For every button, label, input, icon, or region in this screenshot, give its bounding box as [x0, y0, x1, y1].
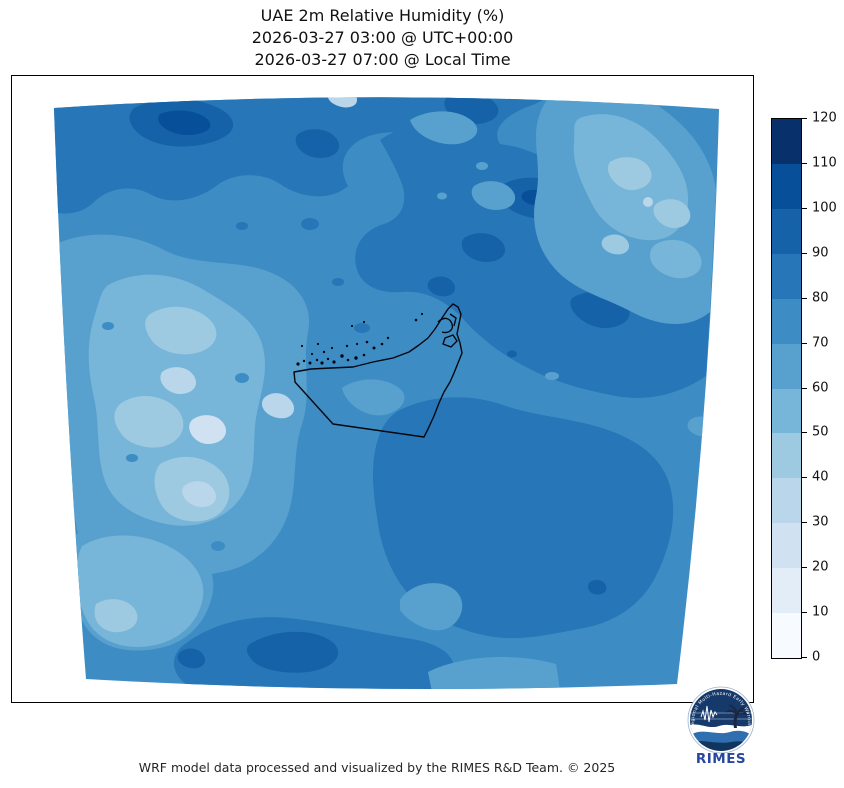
colorbar-tick-mark: [802, 162, 807, 164]
colorbar-tick-label: 0: [812, 649, 821, 665]
colorbar-segment: [772, 253, 801, 299]
chart-subtitle-utc: 2026-03-27 03:00 @ UTC+00:00: [251, 28, 514, 47]
colorbar-segment: [772, 613, 801, 659]
colorbar-tick-mark: [802, 387, 807, 389]
colorbar-tick-label: 100: [812, 200, 837, 216]
colorbar-tick-label: 90: [812, 245, 829, 261]
colorbar-tick-label: 20: [812, 559, 829, 575]
colorbar-tick-mark: [802, 252, 807, 254]
chart-title-block: UAE 2m Relative Humidity (%) 2026-03-27 …: [11, 5, 754, 71]
colorbar-segment: [772, 568, 801, 614]
colorbar-tick-mark: [802, 297, 807, 299]
chart-subtitle-local: 2026-03-27 07:00 @ Local Time: [254, 50, 511, 69]
colorbar-tick-label: 60: [812, 380, 829, 395]
colorbar-segment: [772, 119, 801, 164]
rimes-logo-emblem: Regional Multi-Hazard Early Warning Syst…: [684, 682, 755, 754]
contour-fill-group: [54, 97, 719, 689]
colorbar-segment: [772, 298, 801, 344]
chart-title: UAE 2m Relative Humidity (%): [260, 6, 505, 25]
colorbar-tick-mark: [802, 118, 807, 119]
colorbar-gradient: [771, 118, 802, 659]
colorbar-tick-label: 80: [812, 290, 829, 306]
colorbar-tick-label: 40: [812, 469, 829, 485]
colorbar-tick-mark: [802, 522, 807, 524]
colorbar-tick-label: 70: [812, 335, 829, 351]
uae-boundary: [293, 303, 463, 438]
colorbar-segment: [772, 523, 801, 569]
humidity-contour-map: [54, 97, 719, 689]
colorbar-tick-mark: [802, 612, 807, 614]
colorbar-segment: [772, 163, 801, 209]
colorbar-tick-label: 120: [812, 110, 837, 126]
colorbar-tick-mark: [802, 207, 807, 209]
colorbar-segment: [772, 433, 801, 479]
colorbar-tick-mark: [802, 657, 807, 658]
credit-text: WRF model data processed and visualized …: [138, 760, 616, 775]
colorbar-tick-label: 110: [812, 155, 837, 171]
colorbar-tick-label: 10: [812, 604, 829, 620]
colorbar-tick-mark: [802, 567, 807, 569]
colorbar-tick-label: 30: [812, 514, 829, 530]
colorbar-segment: [772, 208, 801, 254]
rimes-logo-wordmark: RIMES: [695, 751, 747, 767]
rimes-logo: Regional Multi-Hazard Early Warning Syst…: [684, 682, 758, 770]
colorbar-tick-mark: [802, 432, 807, 434]
colorbar-segment: [772, 388, 801, 434]
coastal-islands: [296, 312, 424, 366]
map-plot-area: Regional Multi-Hazard Early Warning Syst…: [11, 75, 755, 767]
colorbar: 0 10 20 30 40 50 60 70 80 90 100 110 120: [771, 112, 844, 664]
colorbar-tick-label: 50: [812, 424, 829, 440]
colorbar-segment: [772, 478, 801, 524]
colorbar-tick-mark: [802, 477, 807, 479]
colorbar-segment: [772, 343, 801, 389]
colorbar-tick-mark: [802, 342, 807, 344]
